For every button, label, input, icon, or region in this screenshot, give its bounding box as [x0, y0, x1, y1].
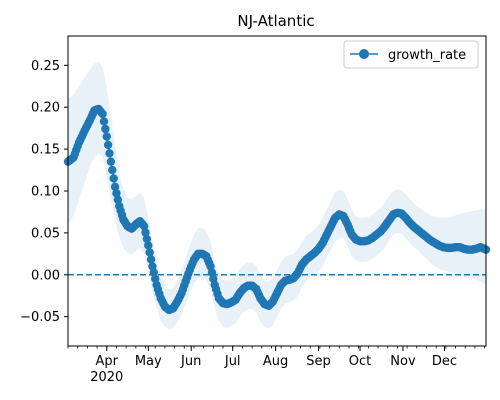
- y-tick-label: 0.25: [31, 59, 60, 74]
- legend: growth_rate: [343, 40, 479, 69]
- confidence-band: [68, 61, 486, 330]
- data-point: [113, 195, 123, 204]
- x-tick-label: Aug: [263, 354, 288, 369]
- x-tick-label: Apr: [96, 354, 119, 369]
- x-tick-label: Dec: [432, 354, 457, 369]
- x-tick-label: Jul: [224, 354, 241, 369]
- x-tick-label: Oct: [349, 354, 371, 369]
- data-point: [106, 157, 116, 166]
- chart-title: NJ-Atlantic: [237, 12, 314, 30]
- y-tick-label: 0.00: [31, 268, 60, 283]
- legend-label-growth-rate: growth_rate: [388, 48, 466, 63]
- x-tick-label: May: [135, 354, 162, 369]
- x-tick-label: Jun: [180, 354, 201, 369]
- x-year-label: 2020: [90, 370, 123, 385]
- data-point: [144, 241, 153, 250]
- x-tick-label: Sep: [306, 354, 331, 369]
- y-tick-label: 0.20: [31, 101, 60, 116]
- y-tick-label: 0.15: [31, 143, 60, 158]
- data-point: [103, 140, 113, 150]
- plot-area: [63, 61, 491, 330]
- y-tick-label: 0.05: [31, 226, 60, 241]
- data-point: [108, 165, 117, 175]
- legend-marker-swatch: [359, 49, 369, 59]
- x-tick-label: Nov: [390, 354, 416, 369]
- legend-frame: [343, 40, 479, 69]
- data-point: [110, 182, 120, 192]
- data-point: [101, 124, 110, 134]
- data-point: [109, 174, 118, 183]
- data-point: [98, 109, 107, 119]
- data-point: [141, 228, 150, 237]
- data-point: [105, 149, 114, 158]
- y-tick-label: 0.10: [31, 185, 60, 200]
- axes: −0.05 0.00 0.05 0.10 0.15 0.20 0.25 Apr May Jun Ju…: [20, 35, 487, 385]
- data-point: [112, 189, 121, 198]
- data-point: [142, 234, 152, 244]
- data-point: [139, 221, 149, 231]
- data-point: [146, 255, 156, 264]
- data-point: [99, 117, 109, 126]
- data-point: [145, 248, 154, 257]
- data-point: [102, 132, 111, 141]
- y-tick-label: −0.05: [20, 310, 60, 325]
